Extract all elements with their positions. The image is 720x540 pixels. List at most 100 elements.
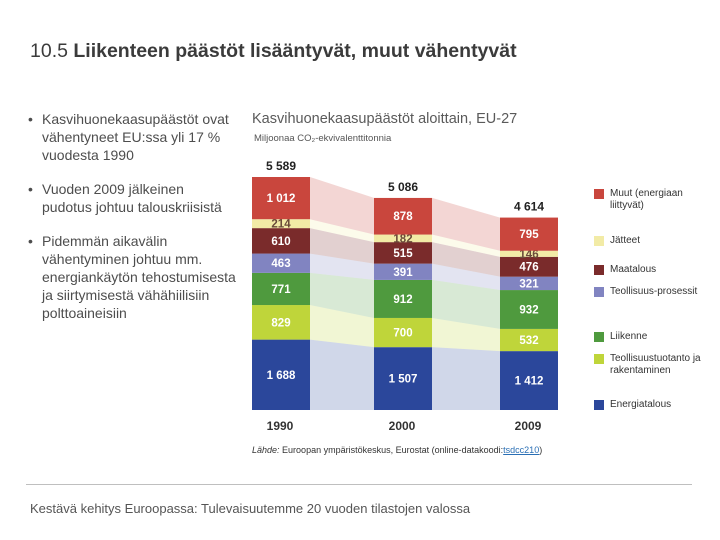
source-note: Lähde: Euroopan ympäristökeskus, Eurosta… [252, 445, 542, 455]
bar-segment [252, 305, 310, 340]
x-tick-label: 2000 [389, 419, 416, 433]
bar-segment [500, 328, 558, 352]
bar-value-label: 878 [393, 211, 413, 223]
bullet-list: • Kasvihuonekaasupäästöt ovat vähentyneet… [26, 110, 236, 338]
legend-label: Jätteet [610, 235, 641, 246]
bar-value-label: 321 [519, 278, 539, 290]
bar-value-label: 515 [393, 248, 413, 260]
legend-label: Muut (energiaan liittyvät) [610, 188, 683, 211]
bar-value-label: 610 [271, 236, 290, 248]
chart-unit-label: Miljoonaa CO₂-ekvivalenttitonnia [254, 133, 392, 144]
legend-item: Liikenne [594, 331, 647, 343]
bar-value-label: 532 [519, 335, 538, 347]
bar-segment [252, 272, 310, 306]
bar-segment [374, 347, 432, 410]
bar-segment [500, 276, 558, 291]
bar-segment [252, 228, 310, 254]
legend-item: Teollisuus-prosessit [594, 286, 697, 298]
legend-swatch [594, 354, 604, 364]
ribbon-0 [310, 339, 374, 410]
bar-segment [252, 253, 310, 273]
x-tick-label: 2009 [515, 419, 542, 433]
legend-swatch [594, 236, 604, 246]
ribbon-5 [432, 234, 500, 257]
bar-segment [374, 242, 432, 264]
bar-segment [252, 177, 310, 220]
title-text: Liikenteen päästöt lisääntyvät, muut väh… [73, 40, 517, 62]
bullet-text: Vuoden 2009 jälkeinen pudotus johtuu tal… [42, 181, 222, 215]
bar-segment [500, 290, 558, 329]
bullet-dot-icon: • [28, 181, 33, 197]
ribbon-6 [432, 197, 500, 251]
bullet-dot-icon: • [28, 233, 33, 249]
chart-title: Kasvihuonekaasupäästöt aloittain, EU-27 [252, 111, 518, 127]
ribbon-3 [310, 253, 374, 280]
bar-value-label: 912 [393, 294, 412, 306]
bullet-item: • Pidemmän aikavälin vähentyminen johtuu … [26, 232, 236, 322]
source-text: Euroopan ympäristökeskus, Eurostat (onli… [282, 445, 504, 455]
bar-segment [374, 317, 432, 348]
ribbon-3 [432, 263, 500, 291]
bullet-text: Pidemmän aikavälin vähentyminen johtuu m… [42, 233, 236, 321]
bar-value-label: 476 [519, 262, 538, 274]
ribbon-5 [310, 219, 374, 243]
bar-segment [252, 219, 310, 229]
legend-swatch [594, 332, 604, 342]
bar-segment [500, 250, 558, 257]
bar-segment [374, 234, 432, 243]
bar-segment [374, 279, 432, 318]
ribbon-1 [432, 317, 500, 352]
legend-item: Energiatalous [594, 399, 671, 411]
legend-item: Maatalous [594, 264, 656, 276]
legend-swatch [594, 189, 604, 199]
ribbon-4 [432, 242, 500, 277]
bullet-item: • Kasvihuonekaasupäästöt ovat vähentyneet… [26, 110, 236, 164]
bar-value-label: 214 [271, 219, 291, 231]
legend-swatch [594, 400, 604, 410]
bar-value-label: 391 [393, 267, 413, 279]
legend-label: Liikenne [610, 331, 648, 342]
bar-value-label: 932 [519, 304, 538, 316]
bar-value-label: 700 [393, 328, 412, 340]
title-number: 10.5 [30, 40, 68, 62]
legend-label: Maatalous [610, 264, 657, 275]
ribbon-0 [432, 347, 500, 410]
legend-swatch [594, 265, 604, 275]
legend-item: Jätteet [594, 235, 640, 247]
source-code-link[interactable]: tsdcc210 [503, 445, 540, 455]
bar-value-label: 463 [271, 258, 290, 270]
bar-value-label: 182 [393, 233, 412, 245]
legend-label: Teollisuustuotanto ja rakentaminen [610, 353, 701, 376]
bar-total-label: 5 086 [388, 180, 418, 194]
bar-value-label: 1 507 [389, 374, 418, 386]
bar-value-label: 771 [271, 284, 291, 296]
legend-label: Teollisuus-prosessit [610, 286, 698, 297]
ribbon-4 [310, 228, 374, 264]
legend-swatch [594, 287, 604, 297]
bar-segment [374, 263, 432, 280]
bar-segment [500, 351, 558, 410]
bar-segment [374, 197, 432, 235]
bullet-item: • Vuoden 2009 jälkeinen pudotus johtuu ta… [26, 180, 236, 216]
ribbon-2 [310, 272, 374, 318]
ribbon-6 [310, 177, 374, 235]
bar-value-label: 1 412 [515, 376, 544, 388]
footer-divider [26, 484, 692, 485]
x-tick-label: 1990 [267, 419, 294, 433]
ribbon-1 [310, 305, 374, 348]
legend-label: Energiatalous [610, 399, 672, 410]
source-label: Lähde: [252, 445, 280, 455]
bullet-text: Kasvihuonekaasupäästöt ovat vähentyneet … [42, 111, 229, 163]
bar-value-label: 829 [271, 317, 290, 329]
bar-segment [500, 217, 558, 251]
legend-item: Muut (energiaan liittyvät) [594, 188, 718, 212]
bar-value-label: 146 [519, 249, 538, 261]
bullet-dot-icon: • [28, 111, 33, 127]
slide-title: 10.5 Liikenteen päästöt lisääntyvät, muu… [30, 40, 517, 63]
slide-footer: Kestävä kehitys Euroopassa: Tulevaisuute… [30, 501, 471, 516]
bar-value-label: 795 [519, 229, 539, 241]
bar-total-label: 4 614 [514, 200, 544, 214]
source-close: ) [539, 445, 543, 455]
bar-total-label: 5 589 [266, 159, 296, 173]
